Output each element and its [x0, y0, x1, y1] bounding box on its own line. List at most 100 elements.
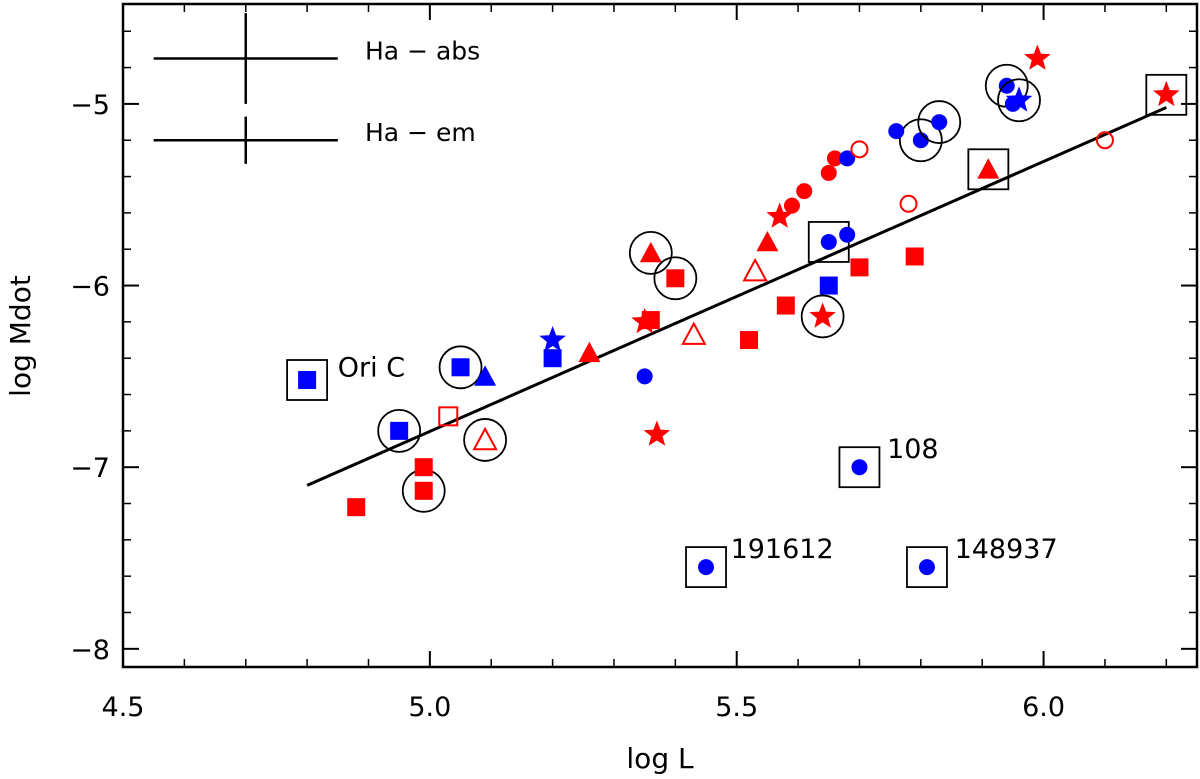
data-point [967, 148, 1010, 191]
red-open-triangle-point [472, 426, 498, 451]
red-open-triangle-point [742, 257, 768, 282]
data-point [636, 368, 653, 385]
blue-filled-square-point [298, 371, 317, 390]
data-point [742, 257, 768, 282]
red-filled-square-point [347, 498, 366, 517]
red-open-circle-point [850, 140, 869, 159]
point-annotation: Ori C [338, 352, 405, 383]
blue-filled-circle-point [820, 233, 837, 250]
red-filled-square-point [776, 296, 795, 315]
data-point [850, 258, 869, 277]
data-point [641, 311, 660, 330]
red-filled-triangle-point [756, 231, 779, 252]
red-filled-circle-point [820, 164, 837, 181]
data-point [1004, 95, 1021, 112]
highlight-circle [463, 418, 507, 462]
x-tick-label: 5.0 [408, 692, 451, 723]
blue-filled-circle-point [888, 123, 905, 140]
data-point [905, 247, 924, 266]
point-annotation: 191612 [731, 534, 834, 565]
data-point [474, 365, 497, 386]
highlight-circle [898, 118, 943, 163]
blue-filled-circle-point [851, 459, 868, 476]
plot-frame [121, 2, 1199, 669]
blue-filled-circle-point [912, 132, 929, 149]
highlight-square [685, 546, 727, 588]
data-point [819, 276, 838, 295]
fit-line-group [306, 106, 1167, 487]
blue-filled-triangle-point [474, 365, 497, 386]
data-point [681, 321, 707, 345]
data-point [1145, 73, 1188, 116]
data-point [653, 256, 698, 301]
red-filled-star-point [766, 202, 793, 228]
data-point [643, 420, 671, 446]
x-axis-label: log L [626, 742, 694, 775]
red-filled-circle-point [783, 197, 800, 214]
red-filled-star-point [809, 302, 836, 328]
red-open-square-point [438, 406, 459, 427]
y-tick-label: −7 [70, 453, 110, 484]
data-point [377, 408, 422, 453]
point-annotation: 108 [887, 434, 939, 465]
red-filled-square-point [739, 331, 758, 350]
highlight-circle [800, 294, 845, 339]
highlight-circle [653, 256, 698, 301]
red-filled-triangle-point [977, 158, 1000, 179]
x-tick-label: 6.0 [1022, 692, 1065, 723]
x-tick-label: 4.5 [102, 692, 145, 723]
blue-filled-circle-point [839, 150, 856, 167]
data-point [1024, 44, 1051, 70]
highlight-square [286, 359, 329, 401]
data-point [286, 359, 329, 401]
red-filled-square-point [850, 258, 869, 277]
red-filled-circle-point [796, 183, 813, 200]
data-point [838, 446, 881, 489]
blue-filled-circle-point [698, 559, 715, 576]
data-point [438, 345, 483, 390]
data-point [463, 418, 507, 462]
data-point [1095, 131, 1114, 150]
data-point [543, 349, 562, 368]
red-filled-triangle-point [639, 241, 662, 263]
red-filled-star-point [1024, 44, 1051, 70]
highlight-circle [917, 100, 962, 144]
legend: Ha − abs Ha − em [153, 13, 480, 164]
data-point [796, 183, 813, 200]
highlight-circle [997, 78, 1041, 123]
fit-line [306, 106, 1167, 487]
blue-filled-circle-point [1004, 95, 1021, 112]
x-tick-label: 5.5 [715, 692, 758, 723]
highlight-square [838, 446, 881, 489]
highlight-square [906, 546, 948, 588]
red-filled-star-point [643, 420, 671, 446]
data-points [286, 44, 1188, 588]
blue-filled-circle-point [931, 114, 948, 131]
blue-filled-square-point [390, 421, 409, 440]
data-point [776, 296, 795, 315]
data-point [800, 294, 845, 339]
data-point [783, 197, 800, 214]
blue-filled-square-point [819, 276, 838, 295]
red-filled-triangle-point [578, 341, 601, 363]
axis-ticks: 4.5 5.0 5.5 6.0 −8 −7 −6 −5 [70, 4, 1197, 723]
blue-filled-circle-point [918, 559, 935, 576]
red-filled-square-point [414, 481, 433, 500]
y-tick-label: −5 [70, 90, 110, 121]
red-open-circle-point [1095, 131, 1114, 150]
red-open-triangle-point [681, 321, 707, 345]
data-point [917, 100, 962, 144]
point-annotation: 148937 [955, 534, 1058, 565]
highlight-circle [628, 230, 673, 275]
data-point [839, 150, 856, 167]
legend-label: Ha − abs [365, 36, 480, 65]
blue-filled-star-point [539, 326, 566, 352]
data-point [839, 226, 856, 243]
data-point [628, 230, 673, 275]
y-tick-label: −8 [70, 635, 110, 666]
data-point [539, 326, 566, 352]
highlight-circle [438, 345, 483, 390]
data-point [899, 194, 918, 213]
red-filled-square-point [905, 247, 924, 266]
